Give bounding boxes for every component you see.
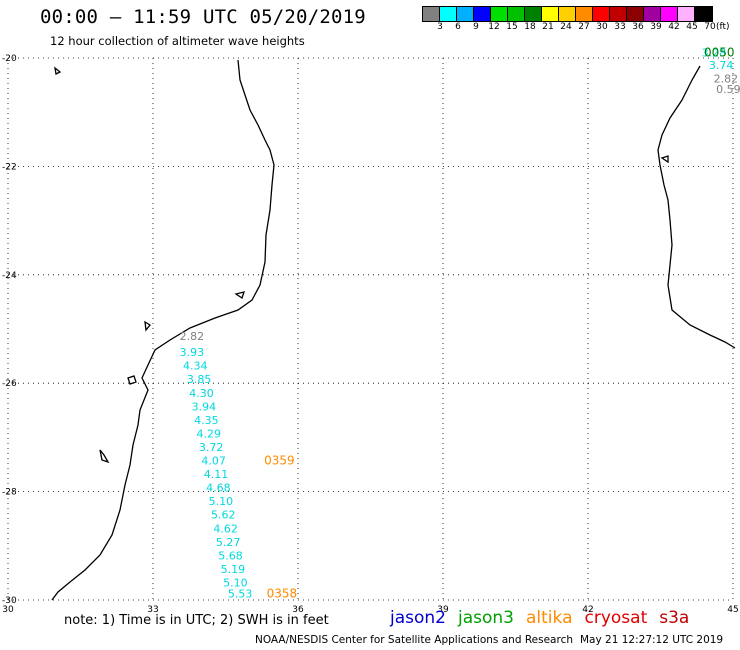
- latitude-label: -22: [2, 162, 17, 172]
- legend-tick-label: 18: [524, 22, 536, 32]
- wave-height-value: 4.35: [194, 414, 219, 427]
- wave-height-value: 4.62: [213, 522, 238, 535]
- pass-time-label: 0359: [264, 454, 295, 468]
- legend-tick-label: 27: [578, 22, 590, 32]
- legend-swatch: [559, 7, 576, 21]
- latitude-label: -28: [2, 488, 17, 498]
- wave-height-value: 3.72: [199, 441, 224, 454]
- latitude-label: -20: [2, 54, 17, 64]
- legend-swatch: [627, 7, 644, 21]
- longitude-label: 33: [147, 605, 158, 615]
- legend-tick-label: 45: [686, 22, 698, 32]
- legend-tick-label: 6: [455, 22, 461, 32]
- wave-height-value: 5.53: [228, 587, 253, 600]
- satellite-name-s3a: s3a: [659, 608, 690, 628]
- wave-height-value: 4.11: [204, 468, 229, 481]
- legend-tick-label: 33: [614, 22, 626, 32]
- legend-tick-label: 3: [437, 22, 443, 32]
- legend-swatch: [661, 7, 678, 21]
- legend-swatch: [474, 7, 491, 21]
- pass-time-labels: 0359 0358 0050: [264, 45, 734, 600]
- longitude-label: 30: [2, 605, 14, 615]
- legend-tick-label: 42: [668, 22, 680, 32]
- satellite-legend: jason2 jason3 altika cryosat s3a: [390, 608, 701, 628]
- pass-time-label: 0050: [704, 45, 735, 59]
- legend-swatch: [644, 7, 661, 21]
- wave-height-value: 3.28: [702, 46, 727, 59]
- map-grid: [7, 57, 734, 601]
- axis-labels: 30 33 36 39 42 45 -20 -22 -24 -26 -28 -30: [2, 54, 739, 615]
- page-subtitle: 12 hour collection of altimeter wave hei…: [50, 34, 305, 48]
- legend-swatch: [542, 7, 559, 21]
- wave-height-value: 5.19: [221, 563, 246, 576]
- color-scale-legend: [422, 6, 713, 22]
- wave-height-value: 4.29: [197, 427, 222, 440]
- legend-swatch: [525, 7, 542, 21]
- legend-swatch: [678, 7, 695, 21]
- legend-swatch: [440, 7, 457, 21]
- legend-tick-label: 9: [473, 22, 479, 32]
- wave-height-value: 5.62: [211, 509, 236, 522]
- credit-text: NOAA/NESDIS Center for Satellite Applica…: [255, 634, 573, 646]
- wave-height-value: 4.68: [206, 482, 231, 495]
- longitude-label: 36: [292, 605, 304, 615]
- legend-swatch: [593, 7, 610, 21]
- legend-swatch: [491, 7, 508, 21]
- generated-timestamp: May 21 12:27:12 UTC 2019: [580, 634, 724, 646]
- units-note: note: 1) Time is in UTC; 2) SWH is in fe…: [64, 613, 329, 628]
- wave-height-value: 3.94: [192, 400, 217, 413]
- legend-swatch: [610, 7, 627, 21]
- longitude-label: 42: [582, 605, 593, 615]
- latitude-label: -24: [2, 271, 17, 281]
- coastline: [51, 59, 736, 601]
- wave-height-value: 5.27: [216, 536, 241, 549]
- longitude-label: 45: [727, 605, 738, 615]
- legend-tick-label: 30: [596, 22, 608, 32]
- latitude-label: -30: [2, 596, 17, 606]
- wave-height-value: 5.10: [223, 576, 248, 589]
- page-title: 00:00 – 11:59 UTC 05/20/2019: [40, 6, 366, 28]
- wave-height-value: 3.93: [180, 346, 205, 359]
- wave-height-value: 3.85: [187, 373, 212, 386]
- legend-swatch: [457, 7, 474, 21]
- legend-tick-label: 12: [488, 22, 500, 32]
- satellite-name-cryosat: cryosat: [584, 608, 648, 628]
- longitude-label: 39: [437, 605, 449, 615]
- wave-height-value: 3.74: [709, 59, 734, 72]
- legend-tick-label: 21: [542, 22, 554, 32]
- wave-height-value: 2.82: [714, 72, 739, 85]
- satellite-name-jason2: jason2: [390, 608, 446, 628]
- legend-tick-label: 15: [506, 22, 518, 32]
- legend-swatch: [423, 7, 440, 21]
- legend-swatch: [695, 7, 712, 21]
- legend-tick-label: 39: [650, 22, 662, 32]
- legend-tick-label: 24: [560, 22, 572, 32]
- legend-swatch: [576, 7, 593, 21]
- wave-height-values: 2.82 3.934.343.854.303.944.354.293.724.07…: [180, 46, 740, 600]
- wave-height-value: 4.30: [189, 387, 214, 400]
- satellite-name-jason3: jason3: [458, 608, 514, 628]
- wave-height-value: 2.82: [180, 330, 205, 343]
- latitude-label: -26: [2, 379, 17, 389]
- legend-tick-label: 36: [632, 22, 644, 32]
- wave-height-value: 5.68: [218, 549, 243, 562]
- legend-swatch: [508, 7, 525, 21]
- wave-height-value: 4.34: [183, 360, 208, 373]
- wave-height-value: 0.59: [716, 83, 740, 96]
- legend-tick-label: 70: [704, 22, 716, 32]
- pass-time-label: 0358: [267, 586, 298, 600]
- wave-height-value: 4.07: [201, 455, 226, 468]
- satellite-name-altika: altika: [526, 608, 573, 628]
- wave-height-value: 5.10: [209, 495, 234, 508]
- color-scale-unit: (ft): [716, 22, 730, 32]
